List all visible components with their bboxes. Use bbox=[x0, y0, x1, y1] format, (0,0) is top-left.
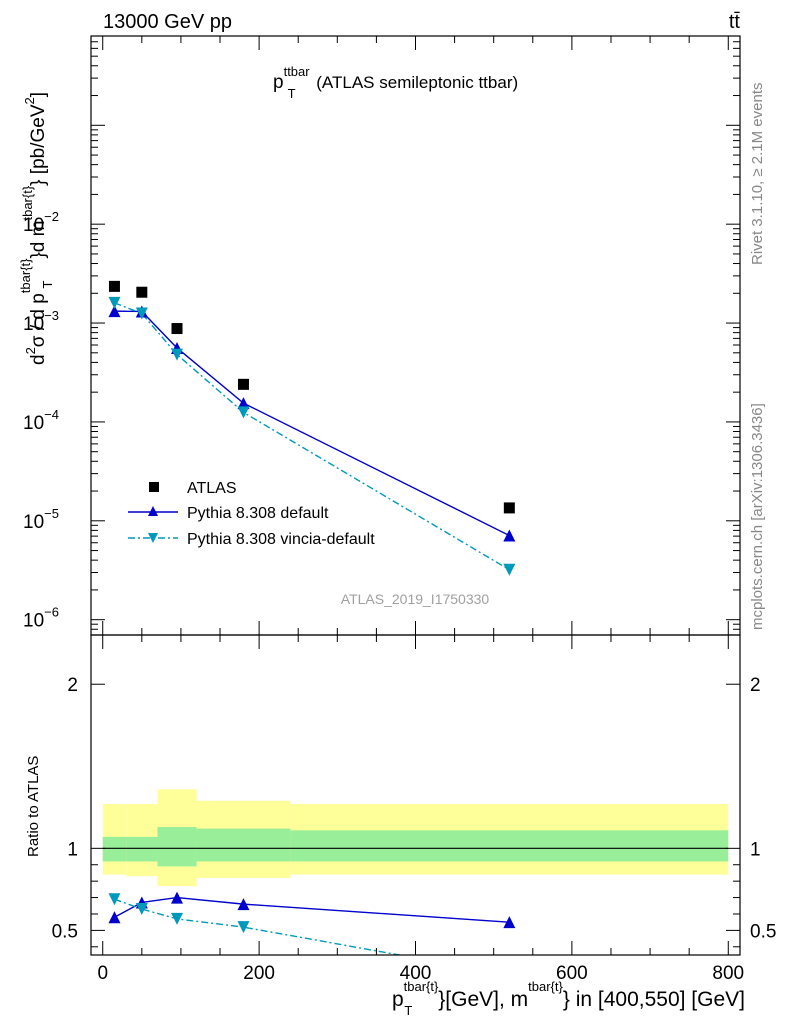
side-label-rivet: Rivet 3.1.10, ≥ 2.1M events bbox=[749, 83, 766, 266]
data-point-vincia bbox=[237, 406, 250, 419]
ratio-point-vincia bbox=[135, 903, 148, 916]
data-point-atlas bbox=[136, 286, 148, 298]
ratio-y-axis-label: Ratio to ATLAS bbox=[25, 756, 42, 857]
data-point-vincia bbox=[503, 563, 516, 576]
ratio-panel-frame bbox=[90, 634, 741, 956]
ratio-point-vincia bbox=[503, 969, 515, 981]
y-tick-label: 10−4 bbox=[23, 407, 59, 434]
uncertainty-band-inner bbox=[196, 828, 291, 862]
x-axis-label: ptbar{t} T}[GeV], mtbar{t}} in [400,550] … bbox=[392, 979, 745, 1018]
ratio-point-default bbox=[237, 898, 250, 911]
data-point-atlas bbox=[237, 378, 249, 390]
x-tick-label: 0 bbox=[97, 963, 108, 984]
uncertainty-band-inner bbox=[290, 830, 729, 862]
series-line-vincia bbox=[114, 302, 510, 571]
ratio-point-vincia bbox=[171, 912, 184, 925]
x-tick-label: 800 bbox=[712, 963, 744, 984]
ratio-point-default bbox=[171, 891, 184, 904]
data-point-default bbox=[108, 305, 121, 318]
x-tick-label: 200 bbox=[243, 963, 275, 984]
ratio-y-tick-label: 0.5 bbox=[52, 921, 78, 942]
y-tick-label: 10−5 bbox=[23, 506, 59, 533]
uncertainty-band-inner bbox=[102, 836, 127, 862]
main-panel: 10−6 10−5 10−4 10−3 10−2 pttbar T (ATLAS semi… bbox=[18, 35, 741, 636]
ratio-y-tick-label: 1 bbox=[750, 839, 761, 860]
y-tick-label: 10−3 bbox=[23, 308, 59, 335]
ratio-point-vincia bbox=[108, 893, 121, 906]
data-point-vincia bbox=[171, 348, 184, 361]
series-line-default bbox=[114, 310, 510, 537]
header-energy-label: 13000 GeV pp bbox=[103, 11, 232, 33]
x-tick-label: 600 bbox=[556, 963, 588, 984]
legend-marker-vincia bbox=[148, 533, 158, 543]
y-tick-label: 10−6 bbox=[23, 605, 59, 632]
legend-marker-atlas bbox=[149, 482, 159, 492]
y-tick-label: 10−2 bbox=[23, 209, 59, 236]
ratio-y-tick-label: 0.5 bbox=[750, 921, 776, 942]
data-point-atlas bbox=[171, 323, 183, 335]
chart-title: pttbar T (ATLAS semileptonic ttbar) bbox=[273, 64, 518, 101]
ratio-y-tick-label: 2 bbox=[750, 675, 761, 696]
uncertainty-band-inner bbox=[126, 836, 158, 862]
legend-label-atlas: ATLAS bbox=[187, 480, 237, 497]
x-tick-label: 400 bbox=[400, 963, 432, 984]
data-point-vincia bbox=[108, 296, 121, 309]
header-process-label: tt̄ bbox=[729, 11, 741, 33]
data-point-default bbox=[237, 397, 250, 410]
y-axis-label: d2σ / d ptbar{t} T}d mtbar{t}} [pb/GeV2] bbox=[18, 92, 55, 365]
data-point-atlas bbox=[503, 502, 515, 514]
legend-label-vincia: Pythia 8.308 vincia-default bbox=[187, 531, 375, 548]
legend-marker-default bbox=[148, 506, 158, 516]
ratio-y-tick-label: 1 bbox=[67, 839, 78, 860]
analysis-watermark: ATLAS_2019_I1750330 bbox=[341, 591, 490, 607]
legend: ATLAS Pythia 8.308 default Pythia 8.308 … bbox=[128, 480, 375, 548]
ratio-point-default bbox=[503, 916, 516, 929]
data-point-vincia bbox=[135, 307, 148, 320]
ratio-point-vincia bbox=[237, 921, 250, 934]
ratio-point-default bbox=[108, 911, 121, 924]
uncertainty-band-inner bbox=[157, 827, 197, 867]
ratio-panel: 0.5 0.51 12 2 0 200 400 600 800 Ratio to ATLAS … bbox=[25, 634, 776, 1018]
ratio-y-tick-label: 2 bbox=[67, 675, 78, 696]
data-point-atlas bbox=[108, 280, 120, 292]
ratio-line-vincia bbox=[114, 898, 404, 955]
legend-label-default: Pythia 8.308 default bbox=[187, 505, 329, 522]
side-label-mcplots: mcplots.cern.ch [arXiv:1306.3436] bbox=[749, 403, 766, 630]
data-point-default bbox=[503, 529, 516, 542]
